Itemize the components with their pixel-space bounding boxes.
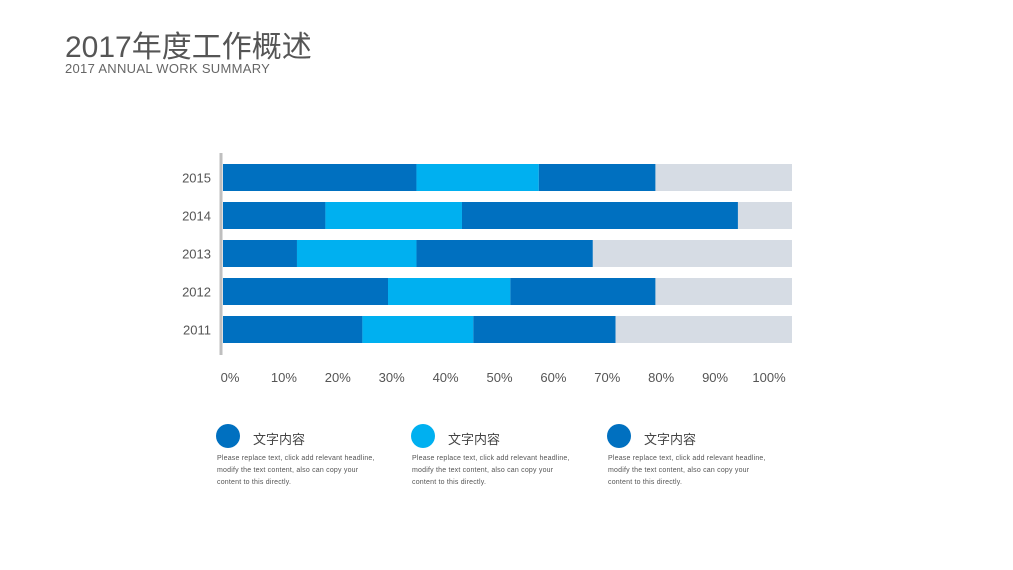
bar-segment-2014-3	[461, 202, 738, 229]
bar-segment-2014-4	[737, 202, 792, 229]
legend-title: 文字内容	[253, 432, 306, 447]
y-tick-label: 2014	[182, 209, 211, 224]
legend-title: 文字内容	[448, 432, 501, 447]
bar-segment-2015-4	[655, 164, 792, 191]
bar-segment-2013-4	[592, 240, 792, 267]
x-tick-label: 20%	[325, 370, 351, 385]
x-tick-label: 40%	[433, 370, 459, 385]
x-tick-label: 30%	[379, 370, 405, 385]
x-tick-label: 60%	[540, 370, 566, 385]
bar-segment-2012-2	[388, 278, 511, 305]
bar-segment-2011-2	[362, 316, 474, 343]
x-tick-label: 70%	[594, 370, 620, 385]
y-tick-label: 2013	[182, 247, 211, 262]
page-title: 2017年度工作概述	[65, 31, 312, 64]
legend-description: Please replace text, click add relevant …	[217, 455, 375, 486]
bar-segment-2012-4	[655, 278, 792, 305]
bar-segment-2013-1	[223, 240, 297, 267]
bar-segment-2013-3	[416, 240, 593, 267]
bar-segment-2015-3	[538, 164, 656, 191]
legend-dot	[607, 424, 631, 448]
y-tick-label: 2012	[182, 285, 211, 300]
bar-segment-2011-4	[615, 316, 792, 343]
x-tick-label: 50%	[486, 370, 512, 385]
legend-description: Please replace text, click add relevant …	[608, 455, 766, 486]
bar-segment-2015-2	[416, 164, 539, 191]
x-tick-label: 10%	[271, 370, 297, 385]
bar-segment-2015-1	[223, 164, 417, 191]
bar-segment-2012-3	[510, 278, 656, 305]
legend-dot	[411, 424, 435, 448]
legend-description: Please replace text, click add relevant …	[412, 455, 570, 486]
x-tick-label: 80%	[648, 370, 674, 385]
page-subtitle: 2017 ANNUAL WORK SUMMARY	[65, 61, 271, 76]
x-tick-label: 0%	[221, 370, 240, 385]
bar-segment-2012-1	[223, 278, 389, 305]
bar-segment-2013-2	[296, 240, 417, 267]
legend-dot	[216, 424, 240, 448]
x-tick-label: 90%	[702, 370, 728, 385]
bar-segment-2014-1	[223, 202, 326, 229]
bar-segment-2011-3	[473, 316, 616, 343]
y-tick-label: 2011	[183, 323, 211, 338]
bar-segment-2011-1	[223, 316, 363, 343]
legend-title: 文字内容	[644, 432, 697, 447]
stacked-bar-chart: 2015 2014 2013 2012 2011 0% 10% 20% 30% 40% 50% 60…	[182, 153, 792, 385]
x-tick-label: 100%	[752, 370, 786, 385]
bar-segment-2014-2	[325, 202, 462, 229]
y-tick-label: 2015	[182, 171, 211, 186]
